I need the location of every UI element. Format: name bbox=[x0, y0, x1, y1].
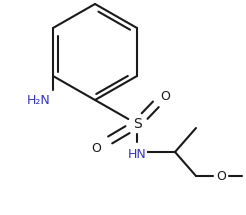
Text: H₂N: H₂N bbox=[26, 94, 50, 106]
Text: O: O bbox=[91, 141, 101, 155]
Text: O: O bbox=[160, 89, 170, 103]
Text: HN: HN bbox=[128, 149, 146, 161]
Text: S: S bbox=[133, 117, 141, 131]
Text: O: O bbox=[216, 169, 226, 183]
